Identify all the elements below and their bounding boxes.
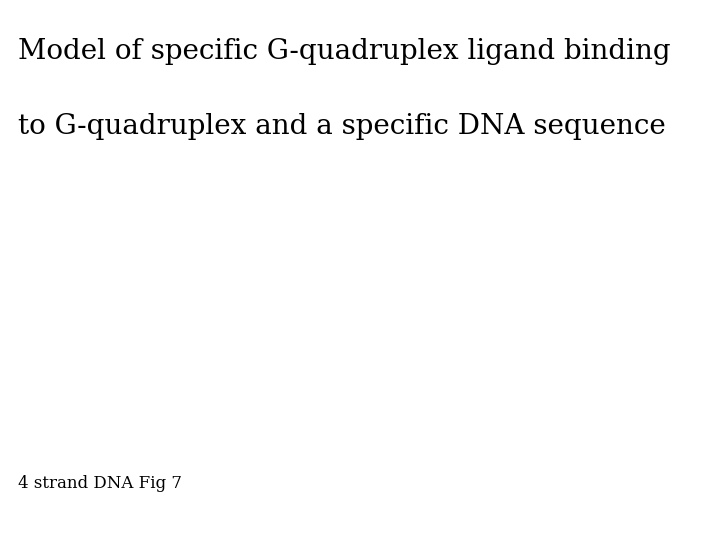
Text: 4 strand DNA Fig 7: 4 strand DNA Fig 7 [18,475,182,492]
Text: to G-quadruplex and a specific DNA sequence: to G-quadruplex and a specific DNA seque… [18,113,666,140]
Text: Model of specific G-quadruplex ligand binding: Model of specific G-quadruplex ligand bi… [18,38,670,65]
